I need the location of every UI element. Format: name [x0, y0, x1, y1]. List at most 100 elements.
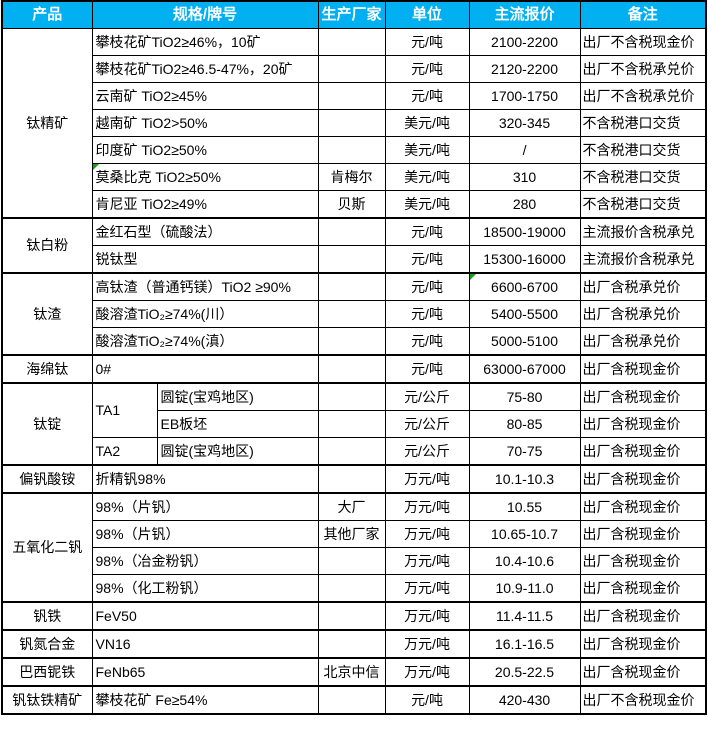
header-row: 产品 规格/牌号 生产厂家 单位 主流报价 备注 [1, 0, 707, 29]
manufacturer-cell [317, 82, 386, 110]
unit-cell: 元/吨 [384, 217, 470, 246]
price-cell: 2120-2200 [468, 55, 581, 83]
manufacturer-cell [317, 382, 386, 411]
price-cell: 10.1-10.3 [468, 464, 581, 494]
manufacturer-cell [317, 354, 386, 384]
note-cell: 主流报价含税承兑 [579, 245, 707, 274]
col-header-spec: 规格/牌号 [91, 0, 319, 29]
unit-cell: 元/吨 [384, 272, 470, 301]
table-row: 锐钛型 元/吨 15300-16000 主流报价含税承兑 [2, 245, 707, 274]
price-table: 产品 规格/牌号 生产厂家 单位 主流报价 备注 钛精矿 攀枝花矿TiO2≥46… [1, 0, 708, 715]
price-cell: 75-80 [468, 382, 581, 411]
grade-cell: TA2 [91, 437, 158, 466]
manufacturer-cell [317, 464, 386, 494]
table-row: 98%（化工粉钒） 万元/吨 10.9-11.0 出厂含税现金价 [2, 574, 707, 603]
spec-cell: 金红石型（硫酸法） [91, 217, 319, 246]
price-cell: 280 [468, 190, 581, 219]
note-cell: 主流报价含税承兑 [579, 217, 707, 246]
product-cell: 钛锭 [1, 382, 93, 466]
spec-cell: 0# [91, 354, 319, 384]
spec-cell: FeNb65 [91, 657, 319, 687]
price-cell: 310 [468, 163, 581, 191]
spec-text: 莫桑比克 TiO2≥50% [95, 168, 221, 185]
table-row: 偏钒酸铵 折精钒98% 万元/吨 10.1-10.3 出厂含税现金价 [1, 464, 707, 494]
col-header-price: 主流报价 [468, 0, 581, 29]
spec-cell: 莫桑比克 TiO2≥50% [91, 163, 319, 191]
spec-cell: 锐钛型 [91, 245, 319, 274]
unit-cell: 元/吨 [384, 685, 470, 715]
manufacturer-cell [317, 574, 386, 603]
unit-cell: 万元/吨 [384, 629, 470, 659]
note-cell: 出厂含税现金价 [579, 657, 707, 687]
price-cell: 15300-16000 [468, 245, 581, 274]
unit-cell: 美元/吨 [384, 136, 470, 164]
note-cell: 出厂含税现金价 [579, 354, 707, 384]
table-row: 98%（片钒） 其他厂家 万元/吨 10.65-10.7 出厂含税现金价 [2, 520, 707, 548]
price-cell: 10.9-11.0 [468, 574, 581, 603]
unit-cell: 美元/吨 [384, 163, 470, 191]
manufacturer-cell [317, 629, 386, 659]
col-header-manufacturer: 生产厂家 [317, 0, 386, 29]
spec-cell: 肯尼亚 TiO2≥49% [91, 190, 319, 219]
product-cell: 钒钛铁精矿 [1, 685, 93, 715]
manufacturer-cell [317, 136, 386, 164]
note-cell: 出厂含税承兑价 [579, 272, 707, 301]
unit-cell: 美元/吨 [384, 190, 470, 219]
product-cell: 偏钒酸铵 [1, 464, 93, 494]
manufacturer-cell [317, 217, 386, 246]
spec-cell: 攀枝花矿TiO2≥46.5-47%，20矿 [91, 55, 319, 83]
table-row: 肯尼亚 TiO2≥49% 贝斯 美元/吨 280 不含税港口交货 [2, 190, 707, 219]
product-cell: 海绵钛 [1, 354, 93, 384]
price-cell: 2100-2200 [468, 28, 581, 56]
product-cell: 钛渣 [1, 272, 93, 356]
note-cell: 出厂含税现金价 [579, 629, 707, 659]
table-row: 钒氮合金 VN16 万元/吨 16.1-16.5 出厂含税现金价 [1, 629, 707, 659]
manufacturer-cell [317, 437, 386, 466]
unit-cell: 万元/吨 [384, 657, 470, 687]
spec-cell: 云南矿 TiO2≥45% [91, 82, 319, 110]
price-cell: 320-345 [468, 109, 581, 137]
note-cell: 出厂含税承兑价 [579, 327, 707, 356]
spec-cell: 圆锭(宝鸡地区) [156, 382, 319, 411]
manufacturer-cell [317, 327, 386, 356]
product-cell: 钛精矿 [1, 28, 93, 219]
price-cell: 10.65-10.7 [468, 520, 581, 548]
manufacturer-cell: 肯梅尔 [317, 163, 386, 191]
table-row: 钒钛铁精矿 攀枝花矿 Fe≥54% 元/吨 420-430 出厂不含税现金价 [1, 685, 707, 715]
price-cell: 70-75 [468, 437, 581, 466]
unit-cell: 万元/吨 [384, 547, 470, 575]
spec-cell: 98%（冶金粉钒） [91, 547, 319, 575]
note-cell: 出厂含税现金价 [579, 547, 707, 575]
product-cell: 巴西铌铁 [1, 657, 93, 687]
unit-cell: 元/吨 [384, 28, 470, 56]
manufacturer-cell: 大厂 [317, 492, 386, 521]
price-cell: 10.55 [468, 492, 581, 521]
unit-cell: 元/公斤 [384, 437, 470, 466]
table-row: 酸溶渣TiO₂≥74%(滇） 元/吨 5000-5100 出厂含税承兑价 [2, 327, 707, 356]
manufacturer-cell [317, 272, 386, 301]
table-row: 五氧化二钒 98%（片钒） 大厂 万元/吨 10.55 出厂含税现金价 [1, 492, 707, 603]
price-cell: 20.5-22.5 [468, 657, 581, 687]
note-cell: 出厂不含税现金价 [579, 685, 707, 715]
note-cell: 出厂含税承兑价 [579, 300, 707, 328]
price-cell: 16.1-16.5 [468, 629, 581, 659]
price-cell: 6600-6700 [468, 272, 581, 301]
note-cell: 出厂含税现金价 [579, 464, 707, 494]
comment-flag-icon [470, 274, 476, 280]
manufacturer-cell [317, 410, 386, 438]
price-cell: 5400-5500 [468, 300, 581, 328]
spec-cell: 折精钒98% [91, 464, 319, 494]
note-cell: 出厂不含税现金价 [579, 28, 707, 56]
table-row: 云南矿 TiO2≥45% 元/吨 1700-1750 出厂不含税承兑价 [2, 82, 707, 110]
col-header-note: 备注 [579, 0, 707, 29]
unit-cell: 美元/吨 [384, 109, 470, 137]
spec-cell: 攀枝花矿TiO2≥46%，10矿 [91, 28, 319, 56]
unit-cell: 万元/吨 [384, 464, 470, 494]
table-row: 海绵钛 0# 元/吨 63000-67000 出厂含税现金价 [1, 354, 707, 384]
table-row: TA2 圆锭(宝鸡地区) 元/公斤 70-75 出厂含税现金价 [2, 437, 707, 466]
price-text: 6600-6700 [491, 278, 558, 295]
manufacturer-cell: 北京中信 [317, 657, 386, 687]
note-cell: 出厂含税现金价 [579, 492, 707, 521]
spec-cell: FeV50 [91, 601, 319, 631]
